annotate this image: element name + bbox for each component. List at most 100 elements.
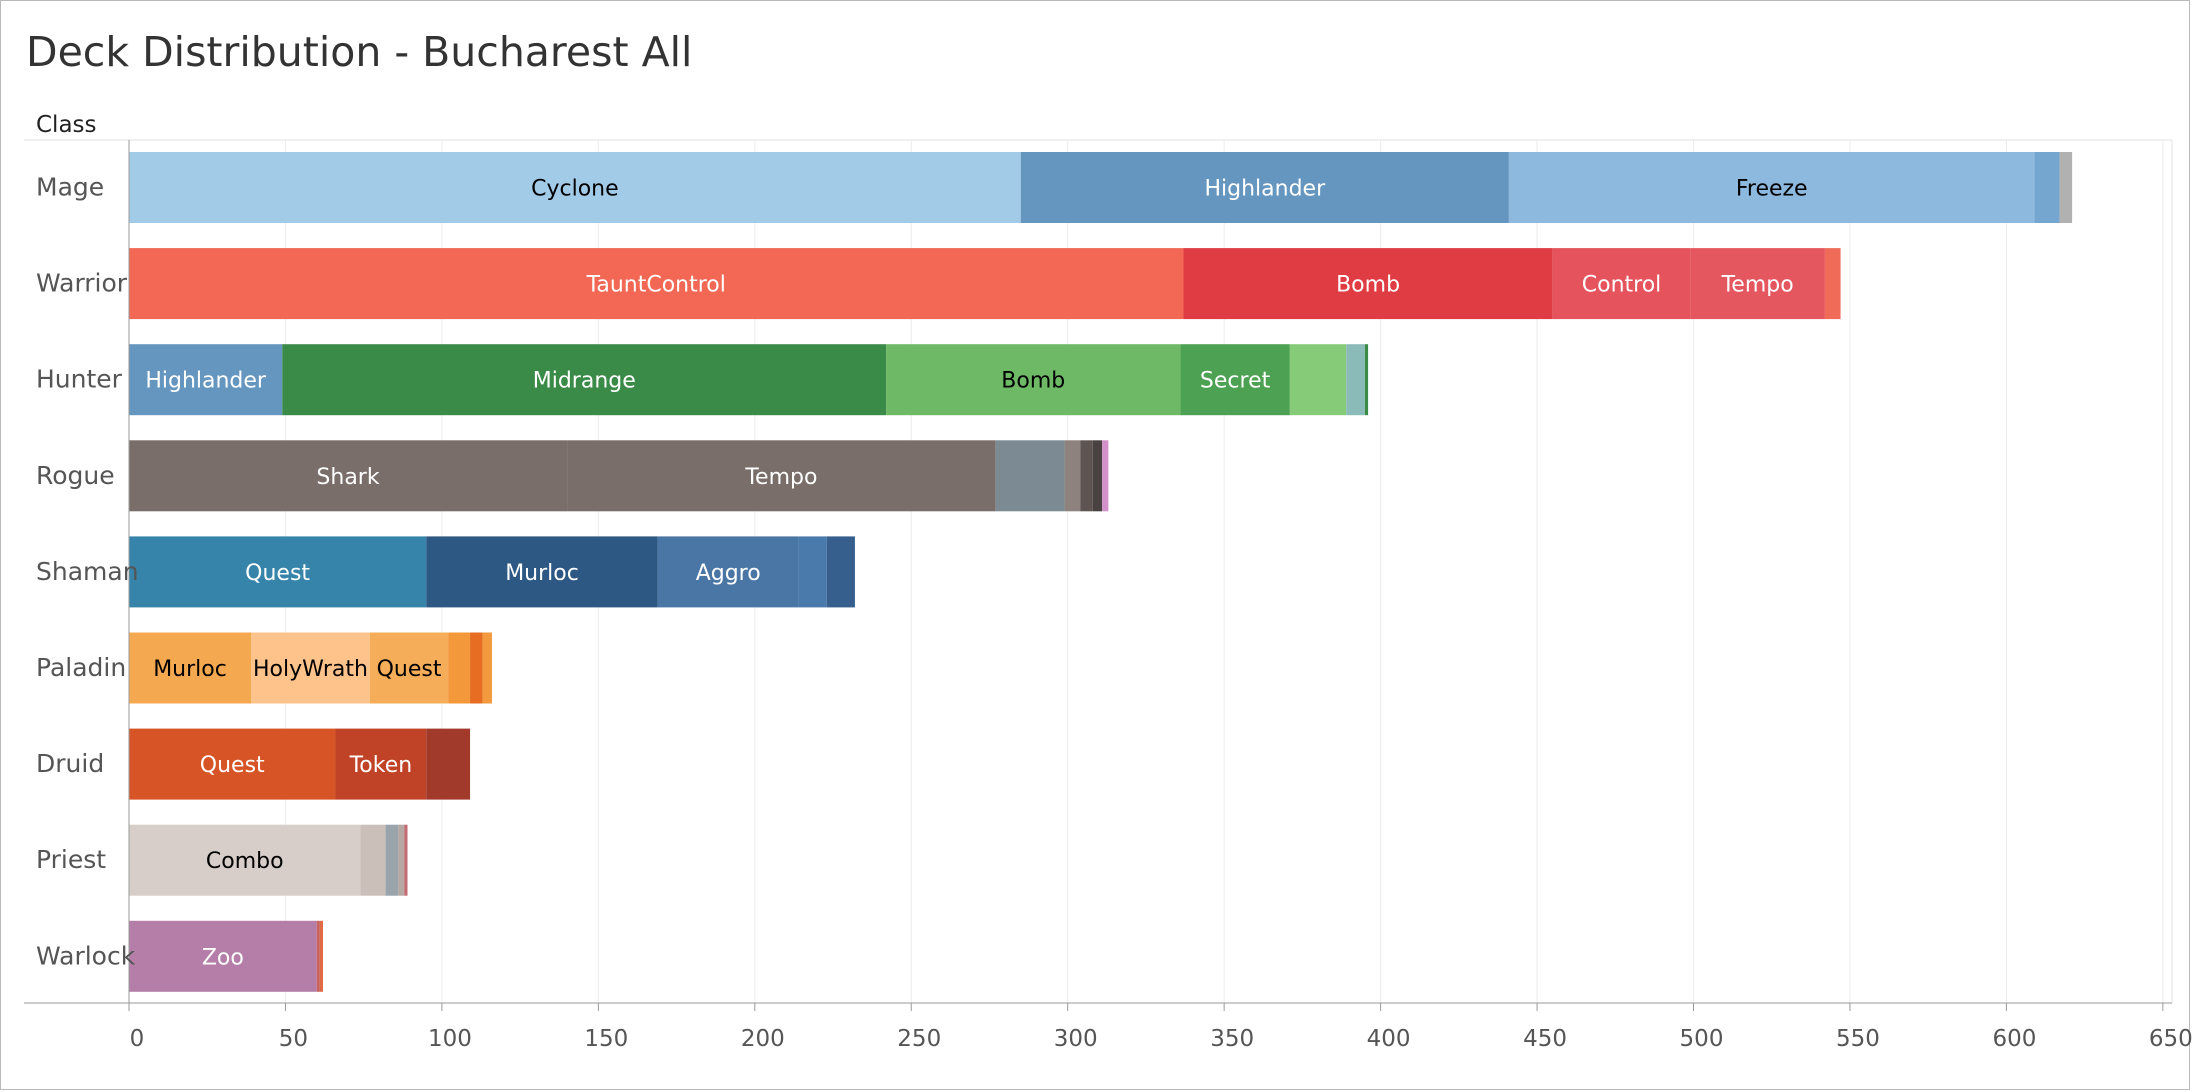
category-label: Rogue (36, 461, 115, 490)
bar-segment[interactable] (385, 824, 399, 896)
category-label: Warlock (36, 941, 136, 970)
chart-title: Deck Distribution - Bucharest All (26, 28, 693, 76)
category-label: Priest (36, 845, 106, 874)
segment-label: Zoo (202, 945, 244, 970)
bar-segment[interactable] (360, 824, 386, 896)
category-label: Hunter (36, 365, 123, 394)
bar-segment[interactable] (1508, 152, 2035, 223)
bar-segment[interactable] (886, 344, 1181, 416)
bar-row-warlock: Zoo (129, 920, 323, 992)
bar-segment[interactable] (470, 632, 483, 704)
segment-label: Murloc (505, 561, 579, 586)
x-tick-label: 0 (130, 1026, 145, 1052)
bar-segment[interactable] (129, 728, 336, 800)
x-tick-label: 350 (1210, 1026, 1254, 1052)
segment-label: Highlander (1204, 177, 1326, 202)
segment-label: Combo (206, 849, 284, 874)
bar-segment[interactable] (1092, 440, 1103, 512)
bar-segment[interactable] (657, 536, 799, 608)
segment-label: Token (349, 753, 413, 778)
bar-row-priest: Combo (129, 824, 408, 896)
bar-segment[interactable] (448, 632, 471, 704)
bar-segment[interactable] (1824, 248, 1841, 320)
bar-segment[interactable] (129, 152, 1021, 223)
bar-segment[interactable] (129, 440, 568, 512)
bar-segment[interactable] (129, 632, 252, 704)
x-tick-label: 600 (1992, 1026, 2036, 1052)
x-tick-label: 650 (2149, 1026, 2192, 1052)
segment-label: TauntControl (586, 273, 726, 298)
x-tick-label: 450 (1523, 1026, 1567, 1052)
bar-segment[interactable] (1364, 344, 1369, 416)
bar-row-rogue: Shark Tempo (129, 440, 1109, 512)
x-tick-label: 250 (897, 1026, 941, 1052)
bar-segment[interactable] (482, 632, 492, 704)
bar-segment[interactable] (319, 920, 323, 992)
bar-segment[interactable] (129, 824, 361, 896)
bar-segment[interactable] (2059, 152, 2073, 223)
bar-segment[interactable] (1552, 248, 1691, 320)
bar-segment[interactable] (1020, 152, 1509, 223)
segment-label: Murloc (153, 657, 227, 682)
category-label: Paladin (36, 653, 126, 682)
segment-label: Quest (377, 657, 442, 682)
bar-segment[interactable] (426, 728, 471, 800)
x-tick-label: 50 (279, 1026, 308, 1052)
segment-label: Secret (1200, 369, 1271, 394)
bar-segment[interactable] (1064, 440, 1081, 512)
bar-segment[interactable] (129, 920, 317, 992)
bar-segment[interactable] (282, 344, 887, 416)
segment-label: Aggro (696, 561, 761, 586)
x-tick-label: 150 (584, 1026, 628, 1052)
x-tick-label: 500 (1680, 1026, 1724, 1052)
bar-segment[interactable] (316, 920, 320, 992)
bar-segment[interactable] (426, 536, 658, 608)
segment-label: Bomb (1336, 273, 1400, 298)
bar-segment[interactable] (129, 248, 1184, 320)
bar-segment[interactable] (567, 440, 996, 512)
segment-label: Quest (245, 561, 310, 586)
segment-label: Tempo (1721, 273, 1794, 298)
bar-segment[interactable] (251, 632, 370, 704)
bar-row-druid: Quest Token (129, 728, 471, 800)
bar-segment[interactable] (398, 824, 405, 896)
bar-row-paladin: Murloc HolyWrath Quest (129, 632, 492, 704)
bar-segment[interactable] (369, 632, 449, 704)
bar-row-warrior: TauntControl Bomb Control Tempo (129, 248, 1841, 320)
bar-segment[interactable] (2034, 152, 2060, 223)
segment-label: Tempo (744, 465, 817, 490)
bar-segment[interactable] (1690, 248, 1825, 320)
bar-row-shaman: Quest Murloc Aggro (129, 536, 855, 608)
bar-row-mage: Cyclone Highlander Freeze (129, 152, 2073, 223)
bar-segment[interactable] (1080, 440, 1093, 512)
bar-row-hunter: Highlander Midrange Bomb Secret (129, 344, 1369, 416)
row-header-class: Class (36, 112, 97, 138)
bar-segment[interactable] (129, 536, 427, 608)
bar-segment[interactable] (1102, 440, 1109, 512)
segment-label: Bomb (1001, 369, 1065, 394)
axis-layer: Class 0 50 100 150 200 250 300 350 400 450 500 550 6… (24, 112, 2192, 1052)
category-label: Shaman (36, 557, 139, 586)
bar-segment[interactable] (1346, 344, 1365, 416)
category-label: Warrior (36, 269, 128, 298)
bar-segment[interactable] (798, 536, 827, 608)
bar-segment[interactable] (1183, 248, 1553, 320)
x-tick-label: 100 (428, 1026, 472, 1052)
bar-segment[interactable] (404, 824, 408, 896)
bar-segment[interactable] (129, 344, 283, 416)
segment-label: HolyWrath (253, 657, 368, 682)
bar-segment[interactable] (826, 536, 855, 608)
bar-segment[interactable] (1289, 344, 1347, 416)
x-tick-label: 200 (741, 1026, 785, 1052)
x-tick-label: 550 (1836, 1026, 1880, 1052)
bars-layer: Cyclone Highlander Freeze TauntControl Bomb C… (129, 152, 2073, 992)
segment-label: Control (1582, 273, 1662, 298)
bar-segment[interactable] (335, 728, 427, 800)
segment-label: Cyclone (531, 177, 619, 202)
category-label: Druid (36, 749, 104, 778)
bar-segment[interactable] (1180, 344, 1290, 416)
category-label: Mage (36, 173, 104, 202)
bar-segment[interactable] (995, 440, 1065, 512)
segment-label: Shark (316, 465, 379, 490)
